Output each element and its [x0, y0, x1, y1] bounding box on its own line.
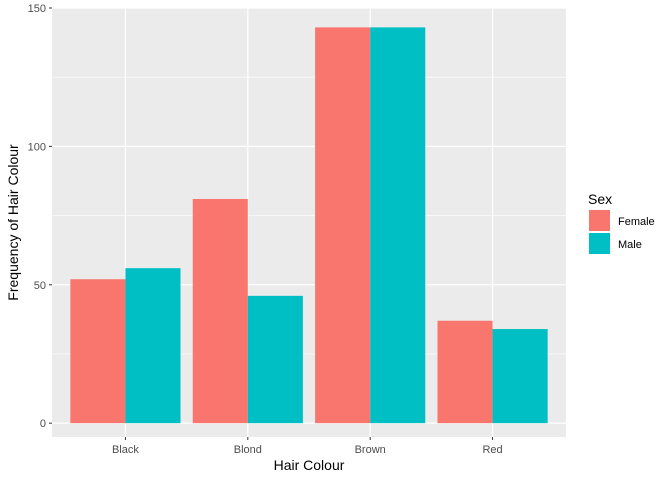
legend-key-female	[589, 210, 610, 231]
x-tick-label: Blond	[234, 444, 262, 456]
y-tick-label: 50	[34, 280, 46, 292]
x-axis-title: Hair Colour	[274, 457, 345, 473]
legend: Sex Female Male	[588, 191, 655, 254]
legend-title: Sex	[588, 191, 612, 207]
bar-red-male	[492, 329, 548, 424]
x-tick-label: Brown	[355, 444, 386, 456]
y-axis: 0 50 100 150	[28, 3, 52, 430]
bar-black-male	[125, 268, 181, 424]
legend-label-female: Female	[618, 216, 655, 228]
legend-label-male: Male	[618, 239, 642, 251]
x-tick-label: Black	[112, 444, 139, 456]
bar-red-female	[437, 320, 493, 424]
bars	[70, 27, 548, 424]
bar-brown-male	[370, 27, 426, 424]
bar-blond-male	[247, 295, 303, 424]
x-axis: Black Blond Brown Red	[112, 437, 503, 456]
y-tick-label: 100	[28, 141, 46, 153]
bar-black-female	[70, 279, 126, 424]
legend-key-male	[589, 233, 610, 254]
y-axis-title: Frequency of Hair Colour	[5, 144, 21, 301]
bar-brown-female	[315, 27, 371, 424]
bar-blond-female	[192, 198, 248, 424]
x-tick-label: Red	[482, 444, 502, 456]
y-tick-label: 150	[28, 3, 46, 15]
y-tick-label: 0	[40, 418, 46, 430]
